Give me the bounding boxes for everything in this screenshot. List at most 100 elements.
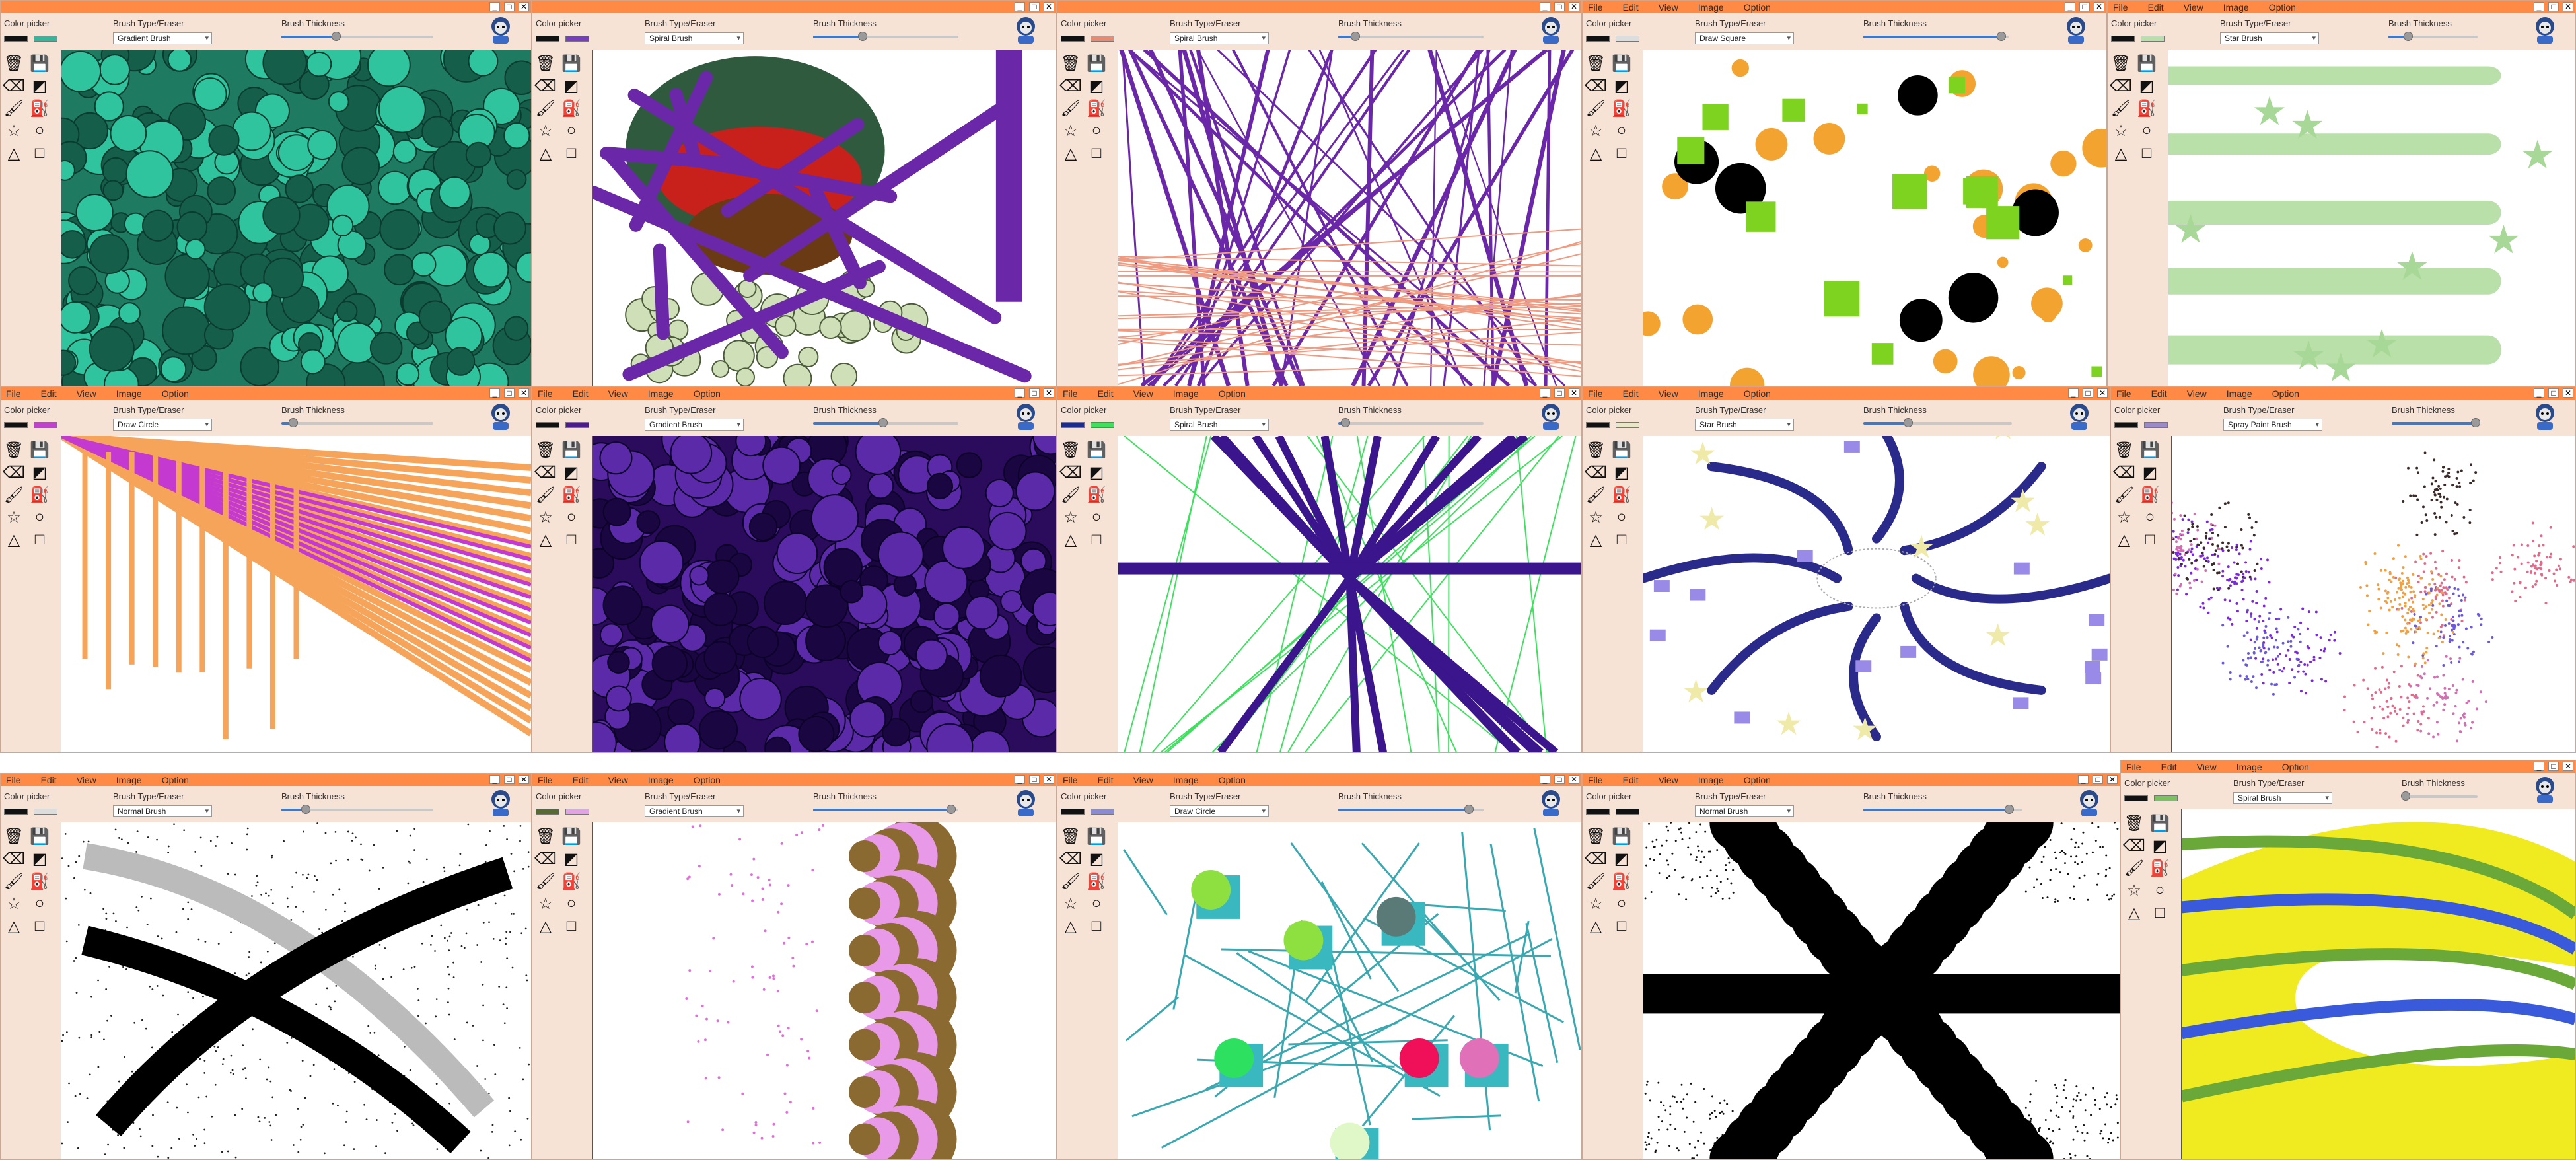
thickness-slider-thumb[interactable]	[947, 805, 956, 814]
trash-icon[interactable]: 🗑	[2110, 54, 2131, 73]
close-button[interactable]: ✕	[2107, 775, 2118, 784]
triangle-icon[interactable]: △	[7, 917, 20, 935]
brush-type-dropdown[interactable]: Spiral Brush	[1170, 419, 1269, 431]
bucket-icon[interactable]: ⛽	[1612, 872, 1631, 890]
triangle-icon[interactable]: △	[539, 530, 552, 549]
drawing-canvas[interactable]: ★★★★★★★★★★	[1643, 436, 2110, 752]
thickness-slider[interactable]	[813, 805, 958, 814]
thickness-slider-thumb[interactable]	[857, 32, 867, 41]
eraser-icon[interactable]: ⌫	[1585, 850, 1607, 868]
drawing-canvas[interactable]	[1643, 50, 2106, 386]
save-icon[interactable]: 💾	[1087, 827, 1106, 846]
menu-image[interactable]: Image	[647, 774, 674, 785]
invert-icon[interactable]: ◩	[563, 850, 579, 868]
star-icon[interactable]: ☆	[1589, 894, 1603, 913]
thickness-slider-thumb[interactable]	[878, 418, 888, 427]
maximize-button[interactable]: □	[1554, 2, 1565, 11]
close-button[interactable]: ✕	[2563, 762, 2573, 771]
star-icon[interactable]: ☆	[7, 894, 21, 913]
star-icon[interactable]: ☆	[1063, 508, 1078, 526]
bucket-icon[interactable]: ⛽	[1087, 872, 1106, 890]
menu-image[interactable]: Image	[647, 388, 674, 399]
bucket-icon[interactable]: ⛽	[1087, 99, 1106, 118]
invert-icon[interactable]: ◩	[563, 463, 579, 482]
eraser-icon[interactable]: ⌫	[1059, 77, 1082, 95]
minimize-button[interactable]: _	[1540, 2, 1550, 11]
triangle-icon[interactable]: △	[7, 530, 20, 549]
save-icon[interactable]: 💾	[30, 54, 50, 73]
triangle-icon[interactable]: △	[1589, 917, 1602, 935]
brush-type-dropdown[interactable]: Gradient Brush	[645, 805, 744, 817]
close-button[interactable]: ✕	[1044, 2, 1054, 11]
secondary-color-swatch[interactable]	[1091, 36, 1114, 42]
save-icon[interactable]: 💾	[2150, 814, 2170, 832]
trash-icon[interactable]: 🗑	[1585, 441, 1606, 459]
menu-view[interactable]: View	[1658, 1, 1678, 13]
brush-icon[interactable]: 🖌	[535, 99, 556, 118]
thickness-slider[interactable]	[281, 418, 433, 427]
secondary-color-swatch[interactable]	[1091, 809, 1114, 815]
square-icon[interactable]: □	[1616, 530, 1627, 548]
menu-option[interactable]: Option	[1218, 388, 1246, 399]
trash-icon[interactable]: 🗑	[535, 441, 556, 459]
eraser-icon[interactable]: ⌫	[3, 77, 25, 95]
brush-type-dropdown[interactable]: Draw Circle	[1170, 805, 1269, 817]
bucket-icon[interactable]: ⛽	[561, 99, 581, 118]
brush-icon[interactable]: 🖌	[1060, 872, 1081, 890]
save-icon[interactable]: 💾	[561, 827, 581, 846]
menu-file[interactable]: File	[1588, 388, 1603, 399]
minimize-button[interactable]: _	[2534, 762, 2544, 771]
maximize-button[interactable]: □	[2093, 775, 2103, 784]
close-button[interactable]: ✕	[2094, 2, 2104, 11]
menu-view[interactable]: View	[2186, 388, 2207, 399]
menu-view[interactable]: View	[608, 774, 628, 785]
star-icon[interactable]: ☆	[538, 122, 553, 140]
menu-image[interactable]: Image	[1172, 774, 1199, 785]
minimize-button[interactable]: _	[1015, 388, 1025, 398]
thickness-slider-thumb[interactable]	[1997, 32, 2006, 41]
thickness-slider[interactable]	[1338, 418, 1484, 427]
menu-edit[interactable]: Edit	[572, 388, 589, 399]
star-icon[interactable]: ☆	[1589, 122, 1603, 140]
thickness-slider-thumb[interactable]	[2403, 32, 2413, 41]
minimize-button[interactable]: _	[489, 775, 500, 784]
brush-icon[interactable]: 🖌	[3, 872, 24, 890]
brush-icon[interactable]: 🖌	[1585, 872, 1606, 890]
close-button[interactable]: ✕	[2097, 388, 2108, 398]
thickness-slider-thumb[interactable]	[2400, 791, 2410, 801]
star-icon[interactable]: ☆	[1589, 508, 1603, 526]
star-icon[interactable]: ☆	[2117, 508, 2131, 526]
secondary-color-swatch[interactable]	[2144, 422, 2168, 428]
menu-option[interactable]: Option	[2268, 1, 2296, 13]
menu-option[interactable]: Option	[1743, 1, 1771, 13]
square-icon[interactable]: □	[1616, 917, 1627, 935]
drawing-canvas[interactable]	[1118, 822, 1581, 1159]
primary-color-swatch[interactable]	[1061, 422, 1085, 428]
square-icon[interactable]: □	[566, 530, 577, 548]
square-icon[interactable]: □	[2145, 530, 2155, 548]
thickness-slider-thumb[interactable]	[301, 805, 310, 814]
primary-color-swatch[interactable]	[4, 422, 28, 428]
triangle-icon[interactable]: △	[2114, 144, 2128, 163]
secondary-color-swatch[interactable]	[34, 422, 57, 428]
menu-edit[interactable]: Edit	[1622, 774, 1639, 785]
brush-icon[interactable]: 🖌	[535, 486, 556, 504]
maximize-button[interactable]: □	[2083, 388, 2093, 398]
bucket-icon[interactable]: ⛽	[30, 486, 50, 504]
square-icon[interactable]: □	[1091, 917, 1102, 935]
maximize-button[interactable]: □	[1554, 388, 1565, 398]
primary-color-swatch[interactable]	[536, 36, 559, 42]
thickness-slider[interactable]	[1338, 32, 1484, 41]
save-icon[interactable]: 💾	[561, 54, 581, 73]
thickness-slider[interactable]	[1338, 805, 1484, 814]
invert-icon[interactable]: ◩	[1614, 850, 1629, 868]
primary-color-swatch[interactable]	[536, 809, 559, 815]
menu-file[interactable]: File	[2113, 1, 2128, 13]
eraser-icon[interactable]: ⌫	[3, 850, 25, 868]
drawing-canvas[interactable]	[1118, 436, 1581, 752]
menu-file[interactable]: File	[2116, 388, 2131, 399]
menu-option[interactable]: Option	[693, 774, 721, 785]
secondary-color-swatch[interactable]	[565, 809, 589, 815]
thickness-slider[interactable]	[2388, 32, 2478, 41]
thickness-slider-thumb[interactable]	[1464, 805, 1474, 814]
